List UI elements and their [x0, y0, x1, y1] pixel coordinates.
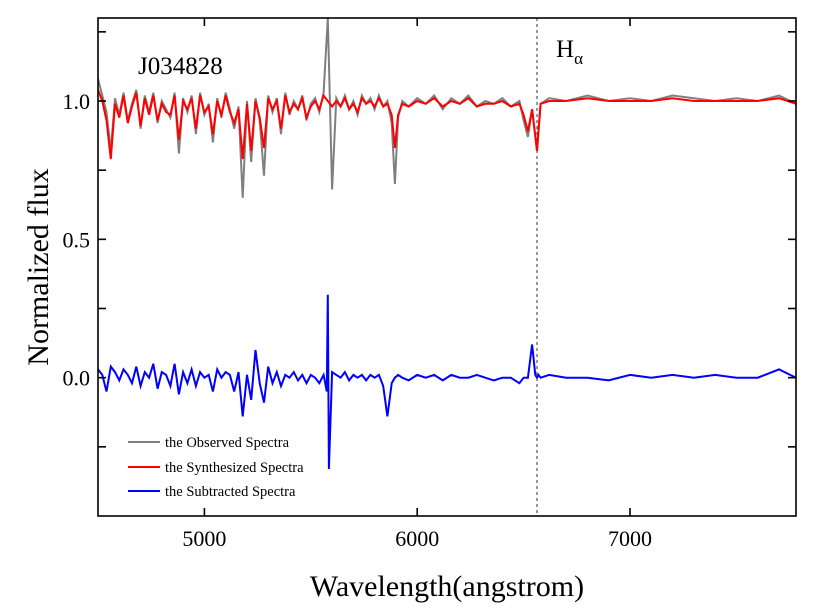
h-alpha-label: Hα [556, 36, 583, 68]
plot-frame [97, 17, 797, 517]
y-tick-label: 0.5 [63, 227, 91, 252]
legend-label-observed: the Observed Spectra [165, 435, 290, 451]
synthesized-spectrum-line [98, 89, 796, 160]
legend-label-subtracted: the Subtracted Spectra [165, 484, 296, 500]
y-axis-title: Normalized flux [22, 168, 55, 365]
subtracted-spectrum-line [98, 294, 796, 470]
legend-label-synthesized: the Synthesized Spectra [165, 460, 304, 476]
x-axis-ticks: 5000 6000 7000 [182, 18, 652, 551]
y-axis-ticks: 0.0 0.5 1.0 [63, 31, 796, 448]
x-tick-label: 7000 [608, 526, 652, 551]
y-tick-label: 0.0 [63, 366, 91, 391]
x-tick-label: 6000 [395, 526, 439, 551]
h-alpha-label-main: H [556, 36, 574, 63]
x-tick-label: 5000 [182, 526, 226, 551]
legend: the Observed Spectra the Synthesized Spe… [128, 435, 304, 500]
h-alpha-label-sub: α [574, 49, 583, 68]
y-tick-label: 1.0 [63, 89, 91, 114]
x-axis-title: Wavelength(angstrom) [310, 570, 584, 603]
object-label: J034828 [138, 53, 223, 80]
